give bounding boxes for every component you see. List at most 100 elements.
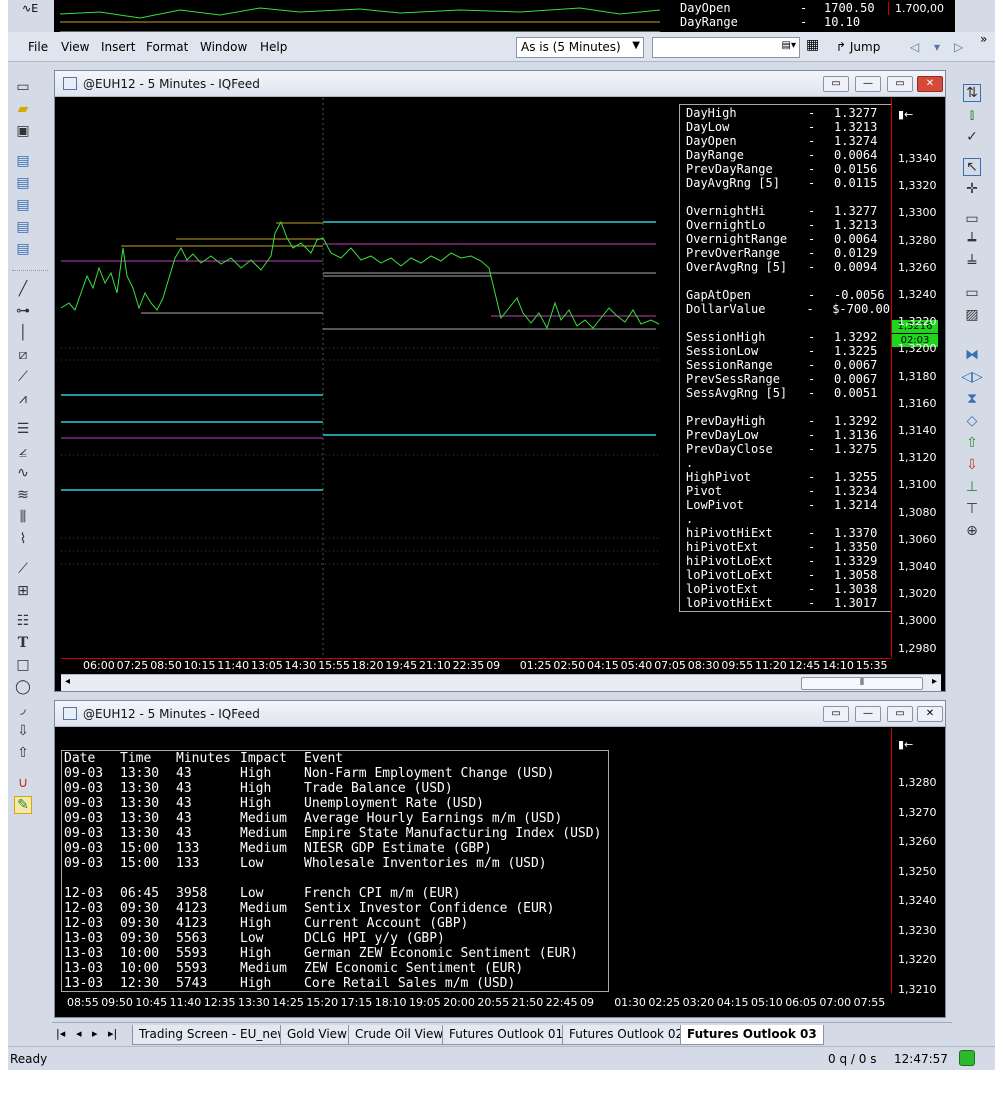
chart-horizontal-scrollbar[interactable]: ◂ ⦀ ▸: [61, 674, 941, 691]
speed-lines-icon[interactable]: ≋: [17, 487, 29, 503]
zoom-horizontal-icon[interactable]: ⧓: [965, 347, 979, 363]
menu-format[interactable]: Format: [146, 40, 189, 54]
tab-next-icon[interactable]: ▸: [92, 1027, 98, 1040]
fib-fan-icon[interactable]: ⦤: [18, 443, 28, 459]
fib-time-icon[interactable]: ⫼: [19, 509, 27, 525]
maximize-button[interactable]: ▭: [887, 76, 913, 92]
move-up-icon[interactable]: ⇧: [966, 435, 978, 451]
image-icon[interactable]: ▨: [965, 307, 979, 323]
menu-window[interactable]: Window: [200, 40, 248, 54]
nav-forward-icon[interactable]: ▷: [954, 40, 964, 54]
x-tick-label: 07:05: [654, 659, 686, 672]
restore-icon[interactable]: ▭: [823, 706, 849, 722]
arrow-down-icon[interactable]: ⇩: [17, 723, 29, 739]
tab-prev-icon[interactable]: ◂: [76, 1027, 82, 1040]
menu-insert[interactable]: Insert: [101, 40, 136, 54]
maximize-button[interactable]: ▭: [887, 706, 913, 722]
minimize-button[interactable]: —: [855, 706, 881, 722]
tab-crude-oil-view[interactable]: Crude Oil View: [348, 1025, 451, 1045]
cycle-lines-icon[interactable]: ⌇: [19, 531, 27, 547]
matrix-icon[interactable]: ▤: [16, 219, 30, 235]
chart-window-titlebar[interactable]: @EUH12 - 5 Minutes - IQFeed ▭ — ▭ ✕: [55, 71, 945, 97]
symbol-search-input[interactable]: ▤▾: [652, 37, 800, 58]
pitchfork-icon[interactable]: ⟋: [18, 369, 28, 385]
anchor-icon[interactable]: ╧: [967, 255, 977, 271]
zoom-icon[interactable]: ⊕: [966, 523, 978, 539]
close-button[interactable]: ✕: [917, 76, 943, 92]
move-down-icon[interactable]: ⇩: [966, 457, 978, 473]
select-chart-icon[interactable]: ⇅: [963, 84, 981, 102]
tab-trading-screen-eu-new[interactable]: Trading Screen - EU_new: [132, 1025, 295, 1045]
pointer-icon[interactable]: ↖: [963, 158, 981, 176]
new-chart-icon[interactable]: ▤: [16, 153, 30, 169]
restore-icon[interactable]: ▭: [823, 76, 849, 92]
scanner-icon[interactable]: ▤: [16, 197, 30, 213]
scrollbar-thumb[interactable]: ⦀: [801, 677, 923, 690]
menu-file[interactable]: File: [28, 40, 49, 54]
level-icon[interactable]: ┷: [967, 233, 977, 249]
scroll-horizontal-icon[interactable]: ◁▷: [961, 369, 983, 385]
text-icon[interactable]: T: [17, 635, 29, 651]
tool-label-icon[interactable]: ∿E: [22, 2, 39, 15]
scroll-vertical-icon[interactable]: ◇: [966, 413, 978, 429]
trendline-icon[interactable]: ╱: [18, 281, 28, 297]
jump-button[interactable]: ↱ Jump: [836, 40, 881, 54]
align-top-icon[interactable]: ⊤: [965, 501, 979, 517]
toolbar-overflow-icon[interactable]: »: [980, 32, 988, 46]
new-chat-icon[interactable]: ▭: [16, 79, 30, 95]
vertical-line-icon[interactable]: │: [18, 325, 28, 341]
fib-retracement-icon[interactable]: ☰: [16, 421, 30, 437]
cursor-tool-icon[interactable]: ✎: [14, 796, 32, 814]
tab-gold-view[interactable]: Gold View: [280, 1025, 354, 1045]
ray-icon[interactable]: ⊶: [16, 303, 30, 319]
regression-icon[interactable]: ⟋: [18, 561, 28, 577]
hot-list-icon[interactable]: ▤: [16, 241, 30, 257]
open-folder-icon[interactable]: ▰: [17, 101, 29, 117]
events-plot-area[interactable]: Date Time Minutes Impact Event 09-03 13:30 43 Hi…: [61, 728, 891, 994]
scroll-left-icon[interactable]: ◂: [65, 676, 71, 687]
ellipse-icon[interactable]: ◯: [15, 679, 31, 695]
notes-icon[interactable]: ☷: [16, 613, 30, 629]
gann-icon[interactable]: ⩘: [19, 391, 27, 407]
tab-first-icon[interactable]: |◂: [56, 1027, 66, 1040]
stat-value: 1.3292: [834, 414, 878, 428]
tab-futures-outlook-01[interactable]: Futures Outlook 01: [442, 1025, 571, 1045]
tab-futures-outlook-03[interactable]: Futures Outlook 03: [680, 1025, 824, 1045]
menu-help[interactable]: Help: [260, 40, 288, 54]
scroll-right-icon[interactable]: ▸: [931, 676, 937, 687]
stat-label: .: [686, 456, 694, 470]
elliott-icon[interactable]: ∿: [17, 465, 29, 481]
list-dropdown-icon[interactable]: ▤▾: [781, 40, 796, 51]
align-bottom-icon[interactable]: ⊥: [965, 479, 979, 495]
channel-icon[interactable]: ⧄: [18, 347, 28, 363]
scale-toggle-icon[interactable]: ▮←: [898, 108, 914, 121]
window-icon[interactable]: ▭: [965, 285, 979, 301]
arrow-up-icon[interactable]: ⇧: [17, 745, 29, 761]
close-button[interactable]: ✕: [917, 706, 943, 722]
tab-last-icon[interactable]: ▸|: [108, 1027, 118, 1040]
connection-status-icon: [959, 1050, 975, 1066]
arc-icon[interactable]: ◞: [20, 701, 26, 717]
interval-select[interactable]: As is (5 Minutes) ▼: [516, 37, 644, 58]
nav-dropdown-icon[interactable]: ▾: [934, 40, 941, 54]
tab-futures-outlook-02[interactable]: Futures Outlook 02: [562, 1025, 691, 1045]
magnet-icon[interactable]: ∪: [17, 775, 29, 791]
comment-icon[interactable]: ▭: [965, 211, 979, 227]
price-y-axis[interactable]: ▮← 1,3216 02:03 1,3340 1,3320 1,3300 1,3280…: [891, 98, 945, 658]
grid-icon[interactable]: ▦: [806, 37, 820, 53]
check-icon[interactable]: ✓: [966, 129, 978, 145]
minimize-button[interactable]: —: [855, 76, 881, 92]
crosshair-icon[interactable]: ✛: [966, 181, 978, 197]
events-y-axis[interactable]: ▮← 1,3280 1,3270 1,3260 1,3250 1,3240 1,3230 1…: [891, 728, 945, 996]
events-window-titlebar[interactable]: @EUH12 - 5 Minutes - IQFeed ▭ — ▭ ✕: [55, 701, 945, 727]
scale-toggle-icon[interactable]: ▮←: [898, 738, 914, 751]
save-icon[interactable]: ▣: [16, 123, 30, 139]
rectangle-icon[interactable]: □: [16, 657, 30, 673]
zoom-vertical-icon[interactable]: ⧗: [967, 391, 977, 407]
price-plot-area[interactable]: DayHigh - 1.3277 DayLow - 1.3213 DayOpen - 1.327…: [60, 98, 921, 658]
chart-window-icon[interactable]: ▤: [16, 175, 30, 191]
nav-back-icon[interactable]: ◁: [910, 40, 920, 54]
menu-view[interactable]: View: [61, 40, 90, 54]
grid-tool-icon[interactable]: ⊞: [17, 583, 29, 599]
bar-style-icon[interactable]: ⫾: [969, 107, 975, 123]
